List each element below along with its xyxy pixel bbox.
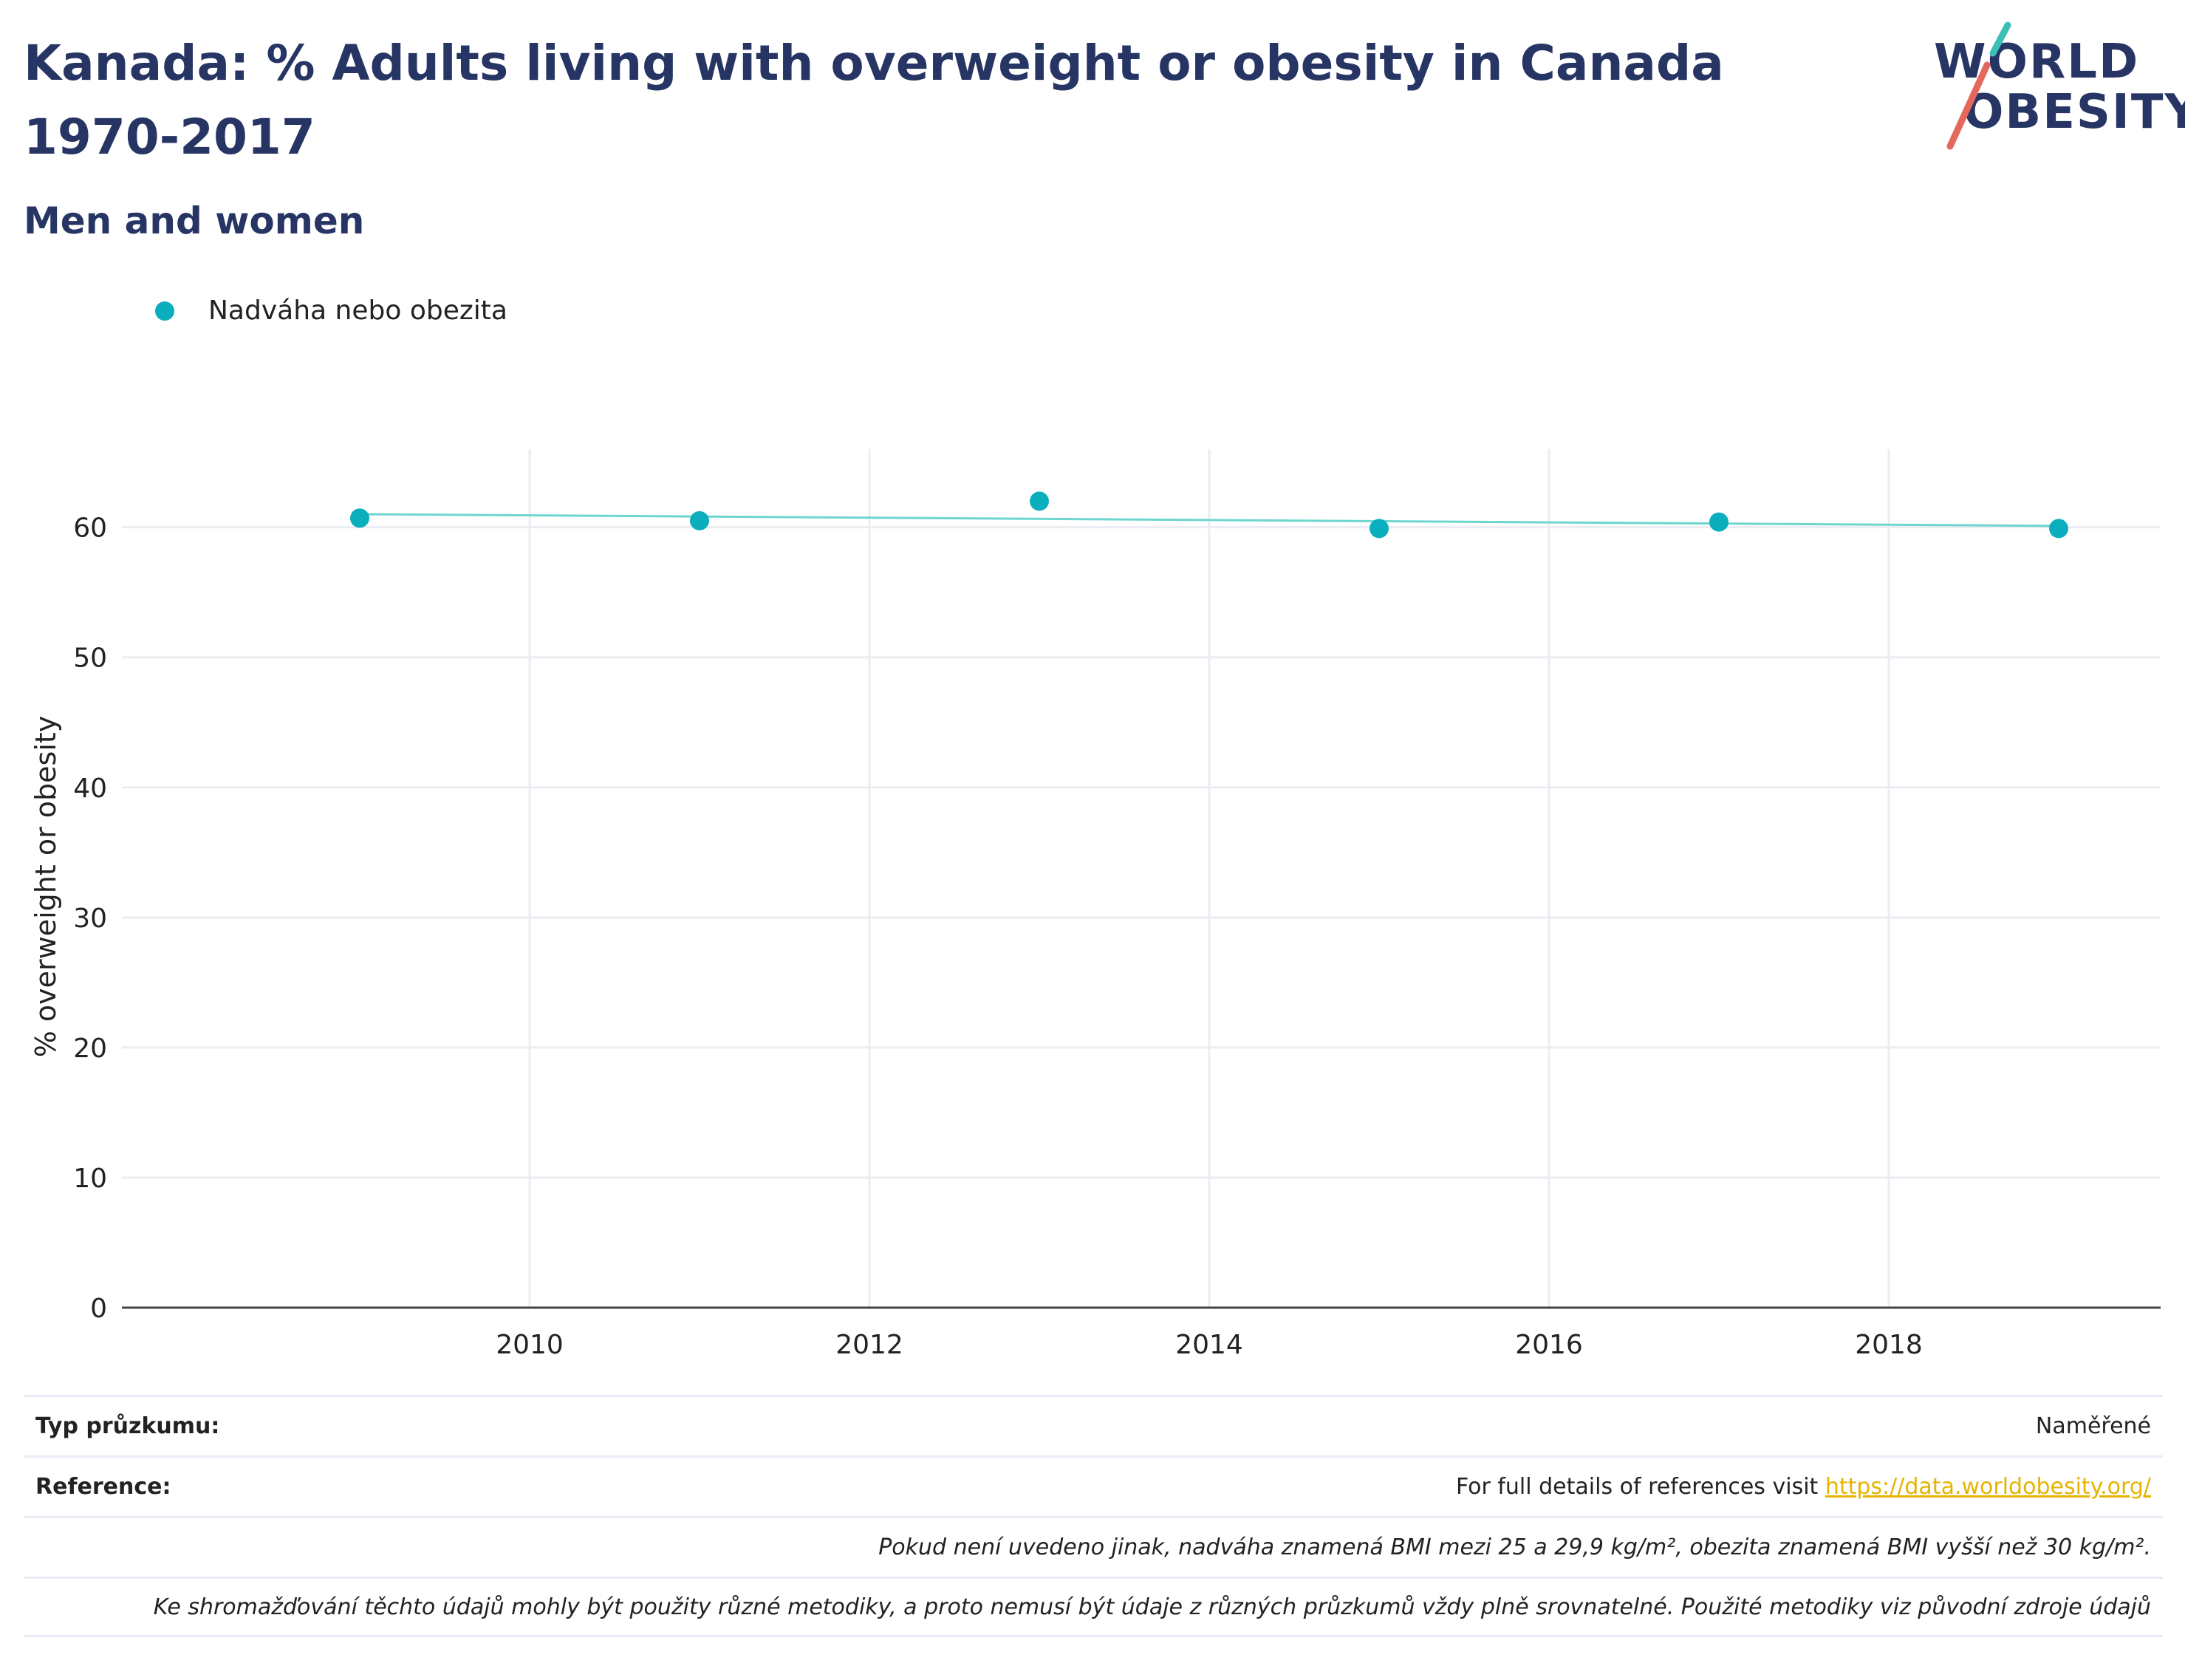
legend-label: Nadváha nebo obezita xyxy=(208,296,507,326)
survey-type-row: Typ průzkumu: Naměřené xyxy=(24,1395,2163,1455)
x-tick-label: 2010 xyxy=(496,1330,564,1360)
data-point xyxy=(1709,512,1728,532)
trend-line xyxy=(359,513,2059,527)
data-point xyxy=(350,508,369,528)
y-tick-label: 50 xyxy=(73,643,107,674)
y-axis-label: % overweight or obesity xyxy=(30,715,62,1058)
y-tick-label: 0 xyxy=(90,1294,107,1324)
x-tick-label: 2014 xyxy=(1175,1330,1243,1360)
reference-link[interactable]: https://data.worldobesity.org/ xyxy=(1825,1474,2151,1500)
reference-row: Reference: For full details of reference… xyxy=(24,1455,2163,1516)
methodology-note: Ke shromažďování těchto údajů mohly být … xyxy=(153,1594,2151,1620)
survey-type-value: Naměřené xyxy=(2035,1413,2151,1439)
logo-slash-icon xyxy=(1946,21,2011,150)
reference-label: Reference: xyxy=(35,1474,171,1500)
y-tick-label: 30 xyxy=(73,904,107,934)
y-tick-label: 20 xyxy=(73,1034,107,1064)
data-point xyxy=(1030,491,1049,511)
survey-type-label: Typ průzkumu: xyxy=(35,1413,220,1439)
chart-legend: Nadváha nebo obezita xyxy=(155,296,507,326)
x-tick-label: 2016 xyxy=(1515,1330,1583,1360)
reference-text: For full details of references visit xyxy=(1455,1474,1825,1500)
chart-footer: Typ průzkumu: Naměřené Reference: For fu… xyxy=(24,1395,2163,1637)
definition-note-row: Pokud není uvedeno jinak, nadváha znamen… xyxy=(24,1516,2163,1577)
methodology-note-row: Ke shromažďování těchto údajů mohly být … xyxy=(24,1577,2163,1637)
logo-line-1: WORLD xyxy=(1934,35,2140,89)
x-tick-label: 2012 xyxy=(835,1330,903,1360)
reference-value: For full details of references visit htt… xyxy=(1456,1474,2151,1500)
world-obesity-logo: WORLD OBESITY xyxy=(1928,21,2185,154)
y-tick-label: 60 xyxy=(73,513,107,544)
data-point xyxy=(2049,519,2068,539)
logo-line-2: OBESITY xyxy=(1963,85,2185,140)
y-tick-label: 10 xyxy=(73,1164,107,1194)
x-tick-label: 2018 xyxy=(1855,1330,1923,1360)
chart-subtitle: Men and women xyxy=(24,199,365,242)
data-point xyxy=(1370,519,1389,539)
data-point xyxy=(690,511,709,530)
chart-title: Kanada: % Adults living with overweight … xyxy=(24,35,1724,165)
definition-note: Pokud není uvedeno jinak, nadváha znamen… xyxy=(878,1534,2151,1560)
y-tick-label: 40 xyxy=(73,774,107,804)
scatter-chart: 0 10 20 30 40 50 60 2010 2012 2014 2016 2018 xyxy=(73,449,2161,1360)
legend-marker xyxy=(155,301,174,321)
